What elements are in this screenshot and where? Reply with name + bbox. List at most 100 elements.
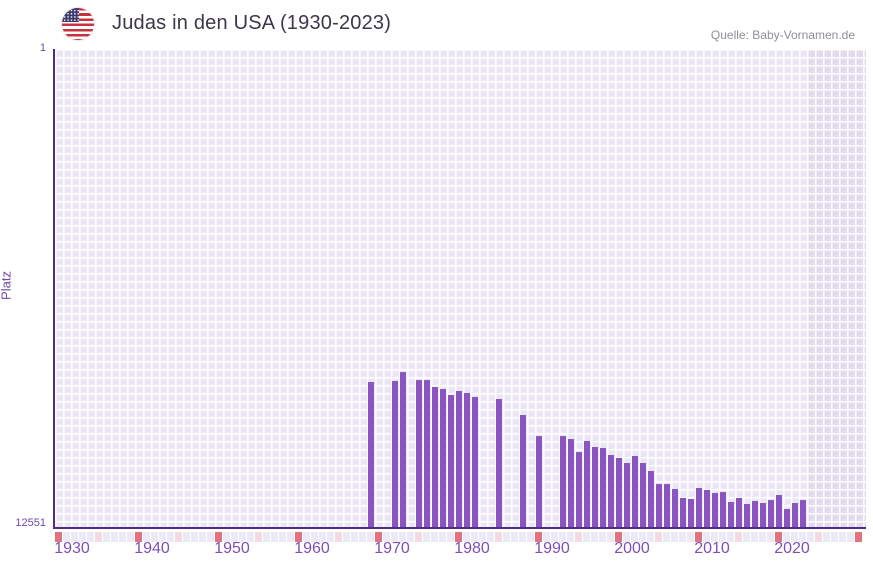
timeline-cell-1987 bbox=[511, 532, 518, 542]
plot-area bbox=[55, 49, 866, 527]
source-label: Quelle: Baby-Vornamen.de bbox=[710, 28, 855, 42]
bar-1997 bbox=[592, 446, 598, 527]
timeline-cell-1969 bbox=[367, 532, 374, 542]
bar-2023 bbox=[800, 499, 806, 527]
timeline-cell-2000 bbox=[615, 532, 622, 542]
timeline-cell-2010 bbox=[695, 532, 702, 542]
bar-1994 bbox=[568, 439, 574, 527]
timeline-cell-1935 bbox=[95, 532, 102, 542]
bar-2014 bbox=[728, 501, 734, 527]
timeline-cell-1997 bbox=[591, 532, 598, 542]
chart-title: Judas in den USA (1930-2023) bbox=[112, 12, 392, 34]
timeline-cell-1953 bbox=[239, 532, 246, 542]
x-tick-2020: 2020 bbox=[774, 540, 810, 557]
timeline-cell-1985 bbox=[495, 532, 502, 542]
timeline-cell-2011 bbox=[703, 532, 710, 542]
bar-1973 bbox=[400, 372, 406, 527]
timeline-cell-1977 bbox=[431, 532, 438, 542]
timeline-cell-1980 bbox=[455, 532, 462, 542]
timeline-cell-1955 bbox=[255, 532, 262, 542]
timeline-cell-1976 bbox=[423, 532, 430, 542]
timeline-cell-1947 bbox=[191, 532, 198, 542]
bar-1998 bbox=[600, 448, 606, 527]
bar-2017 bbox=[752, 500, 758, 527]
timeline-cell-1933 bbox=[79, 532, 86, 542]
timeline-cell-1970 bbox=[375, 532, 382, 542]
timeline-cell-2030 bbox=[855, 532, 862, 542]
bar-1976 bbox=[424, 380, 430, 527]
timeline-cell-1964 bbox=[327, 532, 334, 542]
timeline-cell-1999 bbox=[607, 532, 614, 542]
timeline-cell-1971 bbox=[383, 532, 390, 542]
timeline-cell-1946 bbox=[183, 532, 190, 542]
timeline-cell-1959 bbox=[287, 532, 294, 542]
timeline-cell-1979 bbox=[447, 532, 454, 542]
timeline-cell-1956 bbox=[263, 532, 270, 542]
timeline-cell-2007 bbox=[671, 532, 678, 542]
timeline-cell-2001 bbox=[623, 532, 630, 542]
y-axis-label: Platz bbox=[0, 271, 14, 300]
timeline-cell-2025 bbox=[815, 532, 822, 542]
timeline-cell-1942 bbox=[151, 532, 158, 542]
timeline-cell-1939 bbox=[127, 532, 134, 542]
timeline-cell-1954 bbox=[247, 532, 254, 542]
timeline-cell-1948 bbox=[199, 532, 206, 542]
timeline-cell-2008 bbox=[679, 532, 686, 542]
timeline-cell-2020 bbox=[775, 532, 782, 542]
timeline-cell-2017 bbox=[751, 532, 758, 542]
timeline-cell-1949 bbox=[207, 532, 214, 542]
timeline-cell-1981 bbox=[463, 532, 470, 542]
timeline-cell-1937 bbox=[111, 532, 118, 542]
timeline-cell-1958 bbox=[279, 532, 286, 542]
y-tick-min: 12551 bbox=[15, 517, 46, 529]
bar-2013 bbox=[720, 492, 726, 527]
bar-2003 bbox=[640, 462, 646, 527]
bar-1995 bbox=[576, 452, 582, 527]
timeline-cell-1989 bbox=[527, 532, 534, 542]
timeline-cell-2009 bbox=[687, 532, 694, 542]
bar-1979 bbox=[448, 394, 454, 527]
timeline-cell-1991 bbox=[543, 532, 550, 542]
timeline-cell-1974 bbox=[407, 532, 414, 542]
bar-2022 bbox=[792, 503, 798, 527]
timeline-cell-1950 bbox=[215, 532, 222, 542]
bar-2016 bbox=[744, 503, 750, 527]
bar-1975 bbox=[416, 379, 422, 527]
bar-2019 bbox=[768, 499, 774, 527]
bar-2021 bbox=[784, 508, 790, 527]
timeline-cell-1932 bbox=[71, 532, 78, 542]
timeline-cell-1966 bbox=[343, 532, 350, 542]
x-tick-1970: 1970 bbox=[374, 540, 410, 557]
bar-2012 bbox=[712, 493, 718, 527]
timeline-cell-1938 bbox=[119, 532, 126, 542]
timeline-cell-1983 bbox=[479, 532, 486, 542]
x-tick-1980: 1980 bbox=[454, 540, 490, 557]
bar-1993 bbox=[560, 435, 566, 527]
bar-2005 bbox=[656, 484, 662, 527]
bar-2008 bbox=[680, 497, 686, 527]
timeline-cell-1996 bbox=[583, 532, 590, 542]
timeline-cell-1998 bbox=[599, 532, 606, 542]
timeline-cell-1990 bbox=[535, 532, 542, 542]
timeline-cell-2024 bbox=[807, 532, 814, 542]
timeline-cell-2023 bbox=[799, 532, 806, 542]
timeline-cell-1975 bbox=[415, 532, 422, 542]
bar-2018 bbox=[760, 503, 766, 527]
x-axis-ticks: 1930 1940 1950 1960 1970 1980 1990 2000 2010 2020 bbox=[54, 540, 866, 562]
timeline-cell-1965 bbox=[335, 532, 342, 542]
timeline-cell-2016 bbox=[743, 532, 750, 542]
bar-2010 bbox=[696, 487, 702, 527]
x-tick-1990: 1990 bbox=[534, 540, 570, 557]
us-flag-icon bbox=[62, 8, 94, 40]
timeline-cell-1972 bbox=[391, 532, 398, 542]
bar-2020 bbox=[776, 494, 782, 527]
flag-canton bbox=[62, 8, 79, 22]
timeline-cell-2003 bbox=[639, 532, 646, 542]
bar-1988 bbox=[520, 415, 526, 527]
timeline-cell-1978 bbox=[439, 532, 446, 542]
timeline-cell-1940 bbox=[135, 532, 142, 542]
timeline-cell-1962 bbox=[311, 532, 318, 542]
future-region bbox=[807, 49, 866, 527]
timeline-cell-2012 bbox=[711, 532, 718, 542]
bar-1982 bbox=[472, 397, 478, 527]
